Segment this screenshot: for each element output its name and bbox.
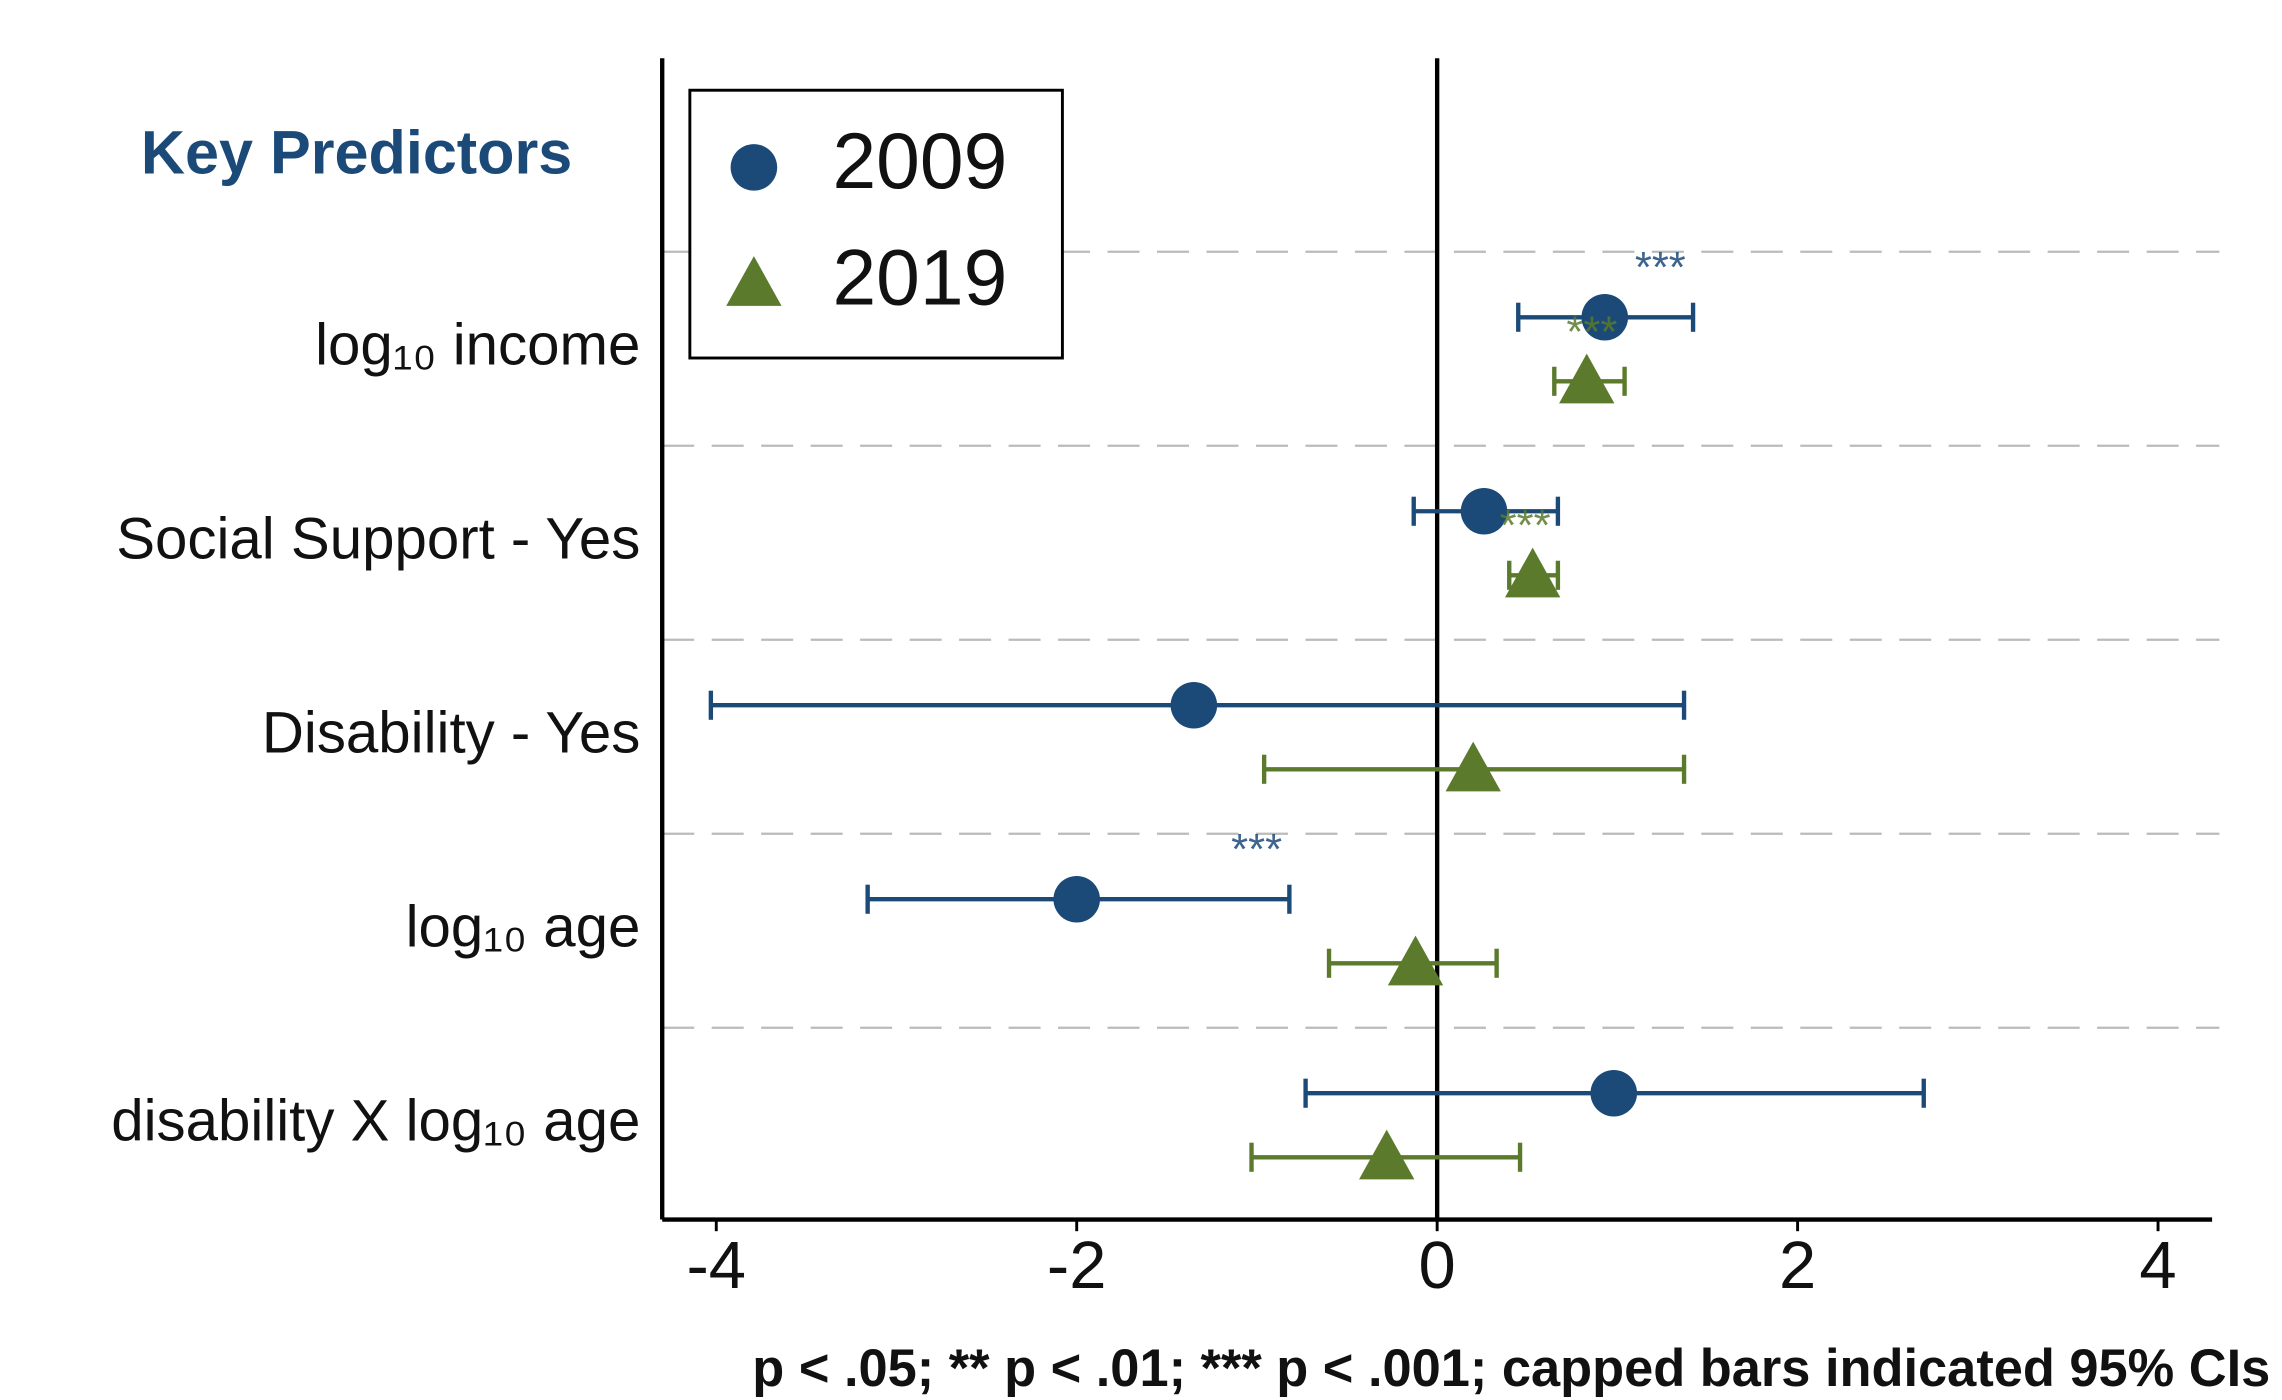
heading: Key Predictors xyxy=(141,118,572,186)
significance-stars: *** xyxy=(1231,825,1282,874)
point xyxy=(1559,353,1615,404)
y-tick-label: disability X log₁₀ age xyxy=(111,1089,640,1154)
significance-stars: *** xyxy=(1635,243,1686,292)
point xyxy=(1590,1069,1638,1117)
point xyxy=(1460,487,1508,535)
y-tick-label: log₁₀ income xyxy=(315,313,640,378)
y-tick-label: log₁₀ age xyxy=(406,895,641,960)
significance-stars: *** xyxy=(1500,501,1551,550)
x-tick-label: -4 xyxy=(687,1228,747,1303)
point xyxy=(1170,681,1218,729)
y-tick-label: Disability - Yes xyxy=(262,701,641,766)
legend-marker xyxy=(726,256,782,306)
legend-marker xyxy=(730,144,778,191)
point xyxy=(1445,741,1501,792)
x-tick-label: 0 xyxy=(1419,1228,1456,1303)
legend-label: 2019 xyxy=(832,234,1007,322)
point xyxy=(1053,875,1100,923)
y-tick-label: Social Support - Yes xyxy=(116,507,640,572)
legend-label: 2009 xyxy=(832,117,1007,205)
point xyxy=(1581,293,1629,341)
point xyxy=(1387,935,1444,986)
significance-stars: *** xyxy=(1566,307,1617,356)
x-tick-label: 4 xyxy=(2139,1228,2176,1303)
point xyxy=(1505,547,1561,598)
point xyxy=(1359,1129,1415,1180)
footnote: p < .05; ** p < .01; *** p < .001; cappe… xyxy=(752,1340,2270,1398)
legend-box xyxy=(688,88,1064,360)
x-tick-label: -2 xyxy=(1047,1228,1107,1303)
x-tick-label: 2 xyxy=(1779,1228,1816,1303)
